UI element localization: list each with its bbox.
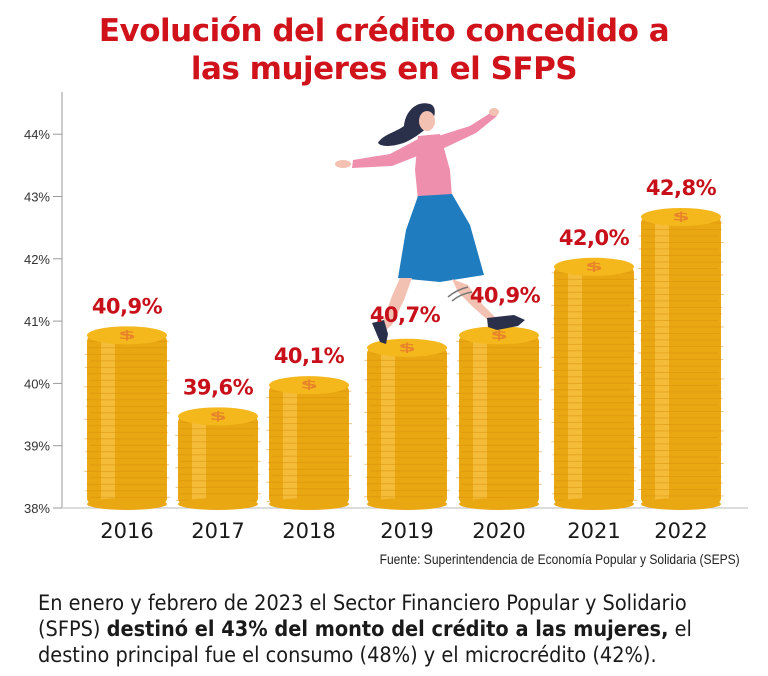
woman-hand-right [489, 108, 499, 116]
woman-hair [378, 103, 435, 146]
x-tick-label-2019: 2019 [380, 519, 433, 543]
coin-stack-2021: $ [551, 257, 637, 510]
woman-shoe-right [487, 315, 525, 330]
data-label-2019: 40,7% [370, 303, 441, 327]
coin-stack-base [367, 498, 447, 510]
x-tick-label-2016: 2016 [100, 519, 153, 543]
coin-stack-base [641, 498, 721, 510]
data-label-2022: 42,8% [646, 176, 717, 200]
coin-top-face [367, 338, 447, 357]
woman-hand-left [335, 160, 351, 168]
coin-stack-highlight [655, 216, 669, 504]
x-tick-label-2020: 2020 [472, 519, 525, 543]
woman-leg-left [382, 278, 412, 330]
coin-stack-2018: $ [266, 376, 352, 510]
axis-layer: 38% 39% 40% 41% 42% 43% 44% [24, 92, 748, 516]
dollar-icon: $ [209, 410, 227, 423]
coin-top-face [554, 257, 634, 276]
chart-title: Evolución del crédito concedido a las mu… [0, 12, 768, 88]
dollar-icon: $ [300, 378, 318, 391]
chart-title-line-2: las mujeres en el SFPS [190, 51, 578, 87]
coin-stack-2016: $ [84, 326, 170, 510]
x-tick-label-2018: 2018 [282, 519, 335, 543]
woman-blouse [415, 134, 452, 200]
coin-stack-highlight [568, 266, 582, 504]
coin-stack-body [269, 385, 349, 504]
x-tick-label-2022: 2022 [654, 519, 707, 543]
coin-stack-body [178, 416, 258, 504]
coin-stack-base [554, 498, 634, 510]
summary-note-bold: destinó el 43% del monto del crédito a l… [106, 617, 669, 642]
coin-top-face [269, 376, 349, 395]
dollar-icon: $ [585, 260, 603, 273]
data-label-2021: 42,0% [559, 226, 630, 250]
coin-stack-highlight [192, 416, 206, 504]
coin-stack-2019: $ [364, 338, 450, 510]
coin-top-face [178, 407, 258, 426]
data-label-2020: 40,9% [470, 283, 541, 307]
chart-title-line-1: Evolución del crédito concedido a [98, 13, 670, 49]
coin-stack-body [367, 347, 447, 504]
coin-stack-base [178, 498, 258, 510]
y-tick-label: 38% [24, 501, 50, 516]
dollar-icon: $ [672, 210, 690, 223]
y-tick-label: 43% [24, 190, 50, 205]
labels-layer: 40,9% 2016 39,6% 2017 40,1% 2018 40,7% 2019 40,9… [92, 176, 717, 543]
coin-stack-2022: $ [638, 207, 724, 510]
data-label-2017: 39,6% [183, 375, 254, 399]
coin-top-face [87, 326, 167, 345]
dollar-icon: $ [490, 329, 508, 342]
woman-shoe-left [372, 320, 388, 344]
summary-note-part-1: En enero y febrero de 2023 el Sector Fin… [38, 591, 687, 642]
dollar-icon: $ [398, 341, 416, 354]
summary-note-part-2: el destino principal fue el consumo (48%… [38, 617, 692, 668]
data-label-2016: 40,9% [92, 294, 163, 318]
coin-top-face [459, 326, 539, 345]
coin-stack-body [641, 216, 721, 504]
dollar-icon: $ [118, 329, 136, 342]
coin-stack-highlight [283, 385, 297, 504]
data-label-2018: 40,1% [274, 344, 345, 368]
woman-head [419, 111, 435, 131]
y-tick-label: 41% [24, 314, 50, 329]
coin-top-face [641, 207, 721, 226]
woman-skirt [398, 194, 484, 282]
x-tick-label-2021: 2021 [567, 519, 620, 543]
motion-line-1 [447, 286, 469, 298]
coin-stack-2020: $ [456, 326, 542, 510]
coin-stack-base [269, 498, 349, 510]
y-tick-label: 39% [24, 439, 50, 454]
coin-stack-body [554, 266, 634, 504]
y-tick-label: 44% [24, 127, 50, 142]
coin-stack-base [87, 498, 167, 510]
woman-illustration [335, 103, 525, 344]
bars-layer: $ $ $ $ $ $ $ [84, 207, 724, 510]
woman-leg-right [452, 279, 496, 324]
motion-line-2 [451, 291, 473, 302]
woman-arm-right [432, 112, 497, 150]
summary-note: En enero y febrero de 2023 el Sector Fin… [38, 591, 749, 669]
coin-stack-base [459, 498, 539, 510]
y-tick-label: 42% [24, 252, 50, 267]
y-tick-label: 40% [24, 376, 50, 391]
coin-stack-2017: $ [175, 407, 261, 510]
woman-arm-left [352, 138, 420, 168]
x-tick-label-2017: 2017 [191, 519, 244, 543]
coin-stack-highlight [381, 347, 395, 504]
source-note: Fuente: Superintendencia de Economía Pop… [379, 551, 740, 567]
